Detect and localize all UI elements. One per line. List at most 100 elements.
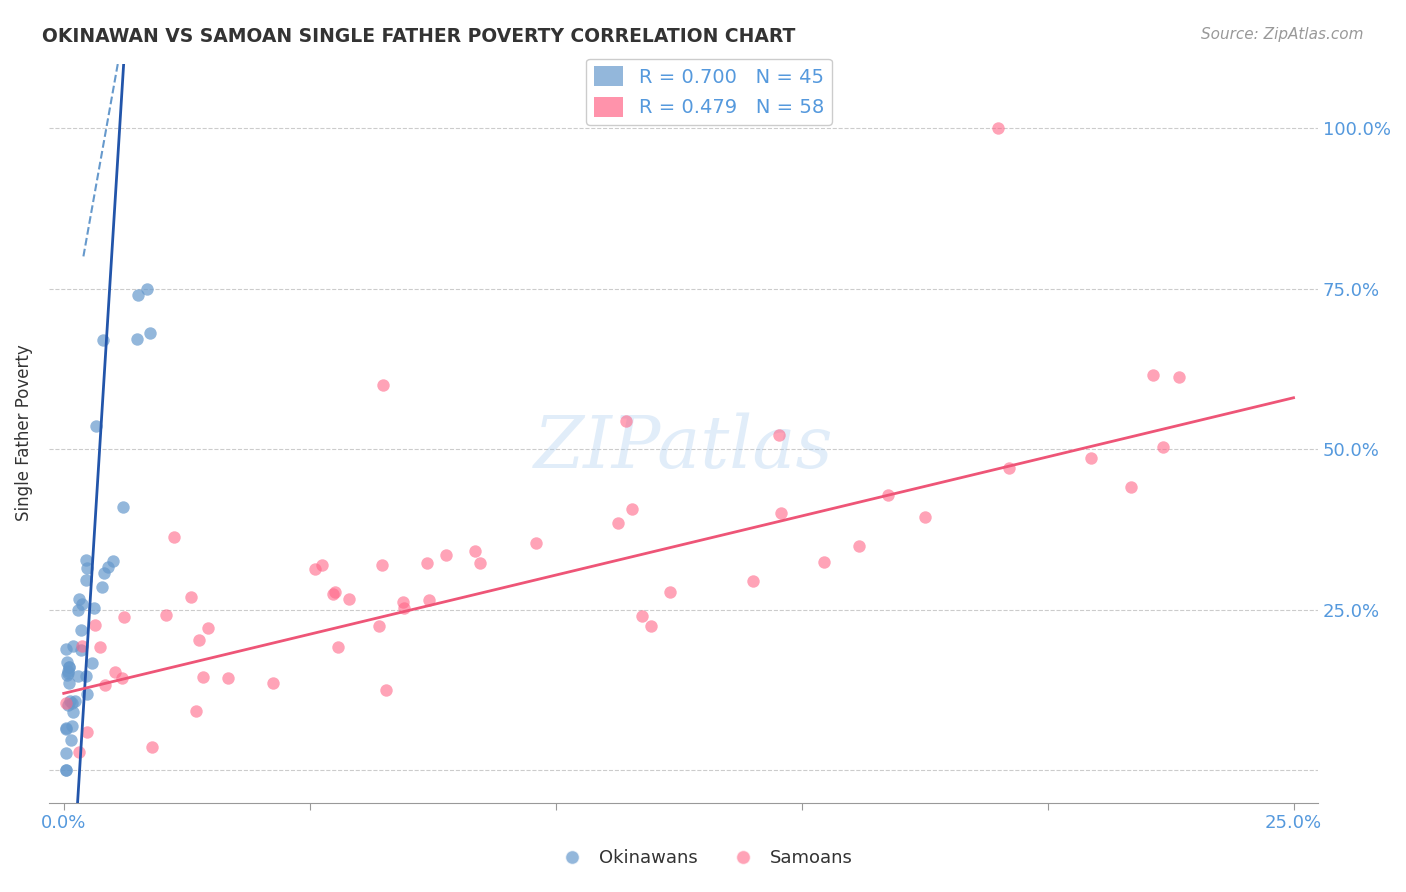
Point: [70, 624, 93, 638]
Point: [373, 378, 395, 392]
Point: [323, 584, 346, 599]
Point: [304, 562, 326, 576]
Point: [93, 566, 115, 581]
Point: [56, 664, 79, 678]
Point: [69, 642, 91, 657]
Point: [55, 764, 77, 778]
Point: [58, 666, 80, 681]
Point: [75, 574, 97, 588]
Point: [104, 665, 127, 680]
Point: [60, 719, 83, 733]
Point: [464, 544, 486, 558]
Point: [55, 746, 77, 760]
Point: [60, 696, 83, 710]
Point: [262, 676, 284, 690]
Point: [987, 120, 1010, 135]
Point: [141, 739, 163, 754]
Point: [67, 746, 90, 760]
Point: [640, 619, 662, 633]
Point: [75, 552, 97, 566]
Point: [70, 597, 93, 611]
Point: [217, 671, 239, 685]
Point: [139, 326, 162, 341]
Point: [80, 656, 103, 670]
Point: [322, 587, 344, 601]
Point: [188, 632, 211, 647]
Point: [1119, 480, 1142, 494]
Point: [55, 697, 77, 711]
Point: [127, 288, 149, 302]
Point: [84, 419, 107, 434]
Point: [371, 558, 394, 572]
Point: [621, 502, 644, 516]
Point: [56, 668, 79, 682]
Point: [62, 705, 84, 719]
Point: [1167, 370, 1189, 384]
Point: [90, 580, 112, 594]
Point: [1152, 440, 1174, 454]
Point: [60, 733, 83, 747]
Point: [742, 574, 765, 588]
Point: [91, 333, 114, 347]
Point: [163, 530, 186, 544]
Point: [55, 641, 77, 656]
Point: [67, 592, 90, 607]
Point: [524, 535, 547, 549]
Y-axis label: Single Father Poverty: Single Father Poverty: [15, 344, 32, 522]
Point: [392, 601, 415, 615]
Point: [56, 656, 79, 670]
Point: [76, 561, 98, 575]
Point: [392, 595, 415, 609]
Point: [62, 639, 84, 653]
Point: [768, 427, 790, 442]
Point: [58, 660, 80, 674]
Point: [76, 687, 98, 701]
Point: [337, 591, 360, 606]
Point: [70, 639, 93, 653]
Point: [66, 669, 89, 683]
Point: [415, 556, 437, 570]
Point: [76, 725, 98, 739]
Point: [658, 585, 681, 599]
Point: [1080, 451, 1102, 466]
Point: [63, 694, 86, 708]
Point: [606, 516, 628, 531]
Point: [58, 675, 80, 690]
Point: [434, 548, 457, 562]
Point: [55, 723, 77, 737]
Point: [368, 619, 391, 633]
Point: [94, 678, 117, 692]
Point: [375, 682, 398, 697]
Text: ZIPatlas: ZIPatlas: [534, 413, 834, 483]
Point: [186, 704, 208, 718]
Point: [112, 609, 135, 624]
Point: [135, 281, 157, 295]
Point: [998, 461, 1021, 475]
Point: [769, 506, 792, 520]
Point: [614, 413, 637, 427]
Point: [59, 694, 82, 708]
Point: [103, 554, 125, 568]
Point: [326, 640, 349, 654]
Point: [84, 617, 107, 632]
Point: [914, 510, 936, 524]
Point: [125, 332, 148, 346]
Point: [418, 593, 440, 607]
Point: [191, 670, 214, 684]
Point: [813, 555, 835, 569]
Text: OKINAWAN VS SAMOAN SINGLE FATHER POVERTY CORRELATION CHART: OKINAWAN VS SAMOAN SINGLE FATHER POVERTY…: [42, 27, 796, 45]
Point: [197, 621, 219, 635]
Point: [58, 659, 80, 673]
Point: [111, 671, 134, 685]
Point: [180, 590, 202, 604]
Legend: Okinawans, Samoans: Okinawans, Samoans: [547, 842, 859, 874]
Point: [66, 603, 89, 617]
Point: [630, 608, 652, 623]
Point: [83, 600, 105, 615]
Point: [311, 558, 333, 572]
Text: Source: ZipAtlas.com: Source: ZipAtlas.com: [1201, 27, 1364, 42]
Point: [55, 721, 77, 735]
Point: [468, 556, 491, 570]
Legend: R = 0.700   N = 45, R = 0.479   N = 58: R = 0.700 N = 45, R = 0.479 N = 58: [586, 59, 832, 125]
Point: [155, 607, 177, 622]
